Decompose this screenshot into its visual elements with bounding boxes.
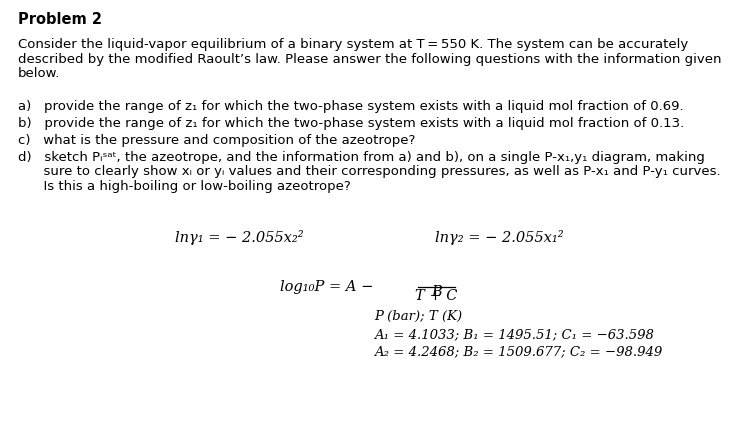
Text: lnγ₂ = − 2.055x₁²: lnγ₂ = − 2.055x₁²: [435, 230, 564, 245]
Text: c)   what is the pressure and composition of the azeotrope?: c) what is the pressure and composition …: [18, 134, 415, 147]
Text: d)   sketch Pᵢˢᵃᵗ, the azeotrope, and the information from a) and b), on a singl: d) sketch Pᵢˢᵃᵗ, the azeotrope, and the …: [18, 151, 705, 164]
Text: a)   provide the range of z₁ for which the two-phase system exists with a liquid: a) provide the range of z₁ for which the…: [18, 100, 684, 113]
Text: below.: below.: [18, 67, 61, 80]
Text: b)   provide the range of z₁ for which the two-phase system exists with a liquid: b) provide the range of z₁ for which the…: [18, 117, 684, 130]
Text: sure to clearly show xᵢ or yᵢ values and their corresponding pressures, as well : sure to clearly show xᵢ or yᵢ values and…: [18, 165, 720, 179]
Text: A₂ = 4.2468; B₂ = 1509.677; C₂ = −98.949: A₂ = 4.2468; B₂ = 1509.677; C₂ = −98.949: [374, 345, 662, 358]
Text: lnγ₁ = − 2.055x₂²: lnγ₁ = − 2.055x₂²: [175, 230, 304, 245]
Text: B: B: [431, 285, 442, 299]
Text: log₁₀P = A −: log₁₀P = A −: [280, 280, 373, 294]
Text: A₁ = 4.1033; B₁ = 1495.51; C₁ = −63.598: A₁ = 4.1033; B₁ = 1495.51; C₁ = −63.598: [374, 328, 654, 341]
Text: Is this a high-boiling or low-boiling azeotrope?: Is this a high-boiling or low-boiling az…: [18, 180, 351, 193]
Text: Consider the liquid-vapor equilibrium of a binary system at T = 550 K. The syste: Consider the liquid-vapor equilibrium of…: [18, 38, 688, 51]
Text: T + C: T + C: [415, 289, 458, 303]
Text: described by the modified Raoult’s law. Please answer the following questions wi: described by the modified Raoult’s law. …: [18, 53, 722, 65]
Text: Problem 2: Problem 2: [18, 12, 102, 27]
Text: P (bar); T (K): P (bar); T (K): [374, 310, 462, 323]
